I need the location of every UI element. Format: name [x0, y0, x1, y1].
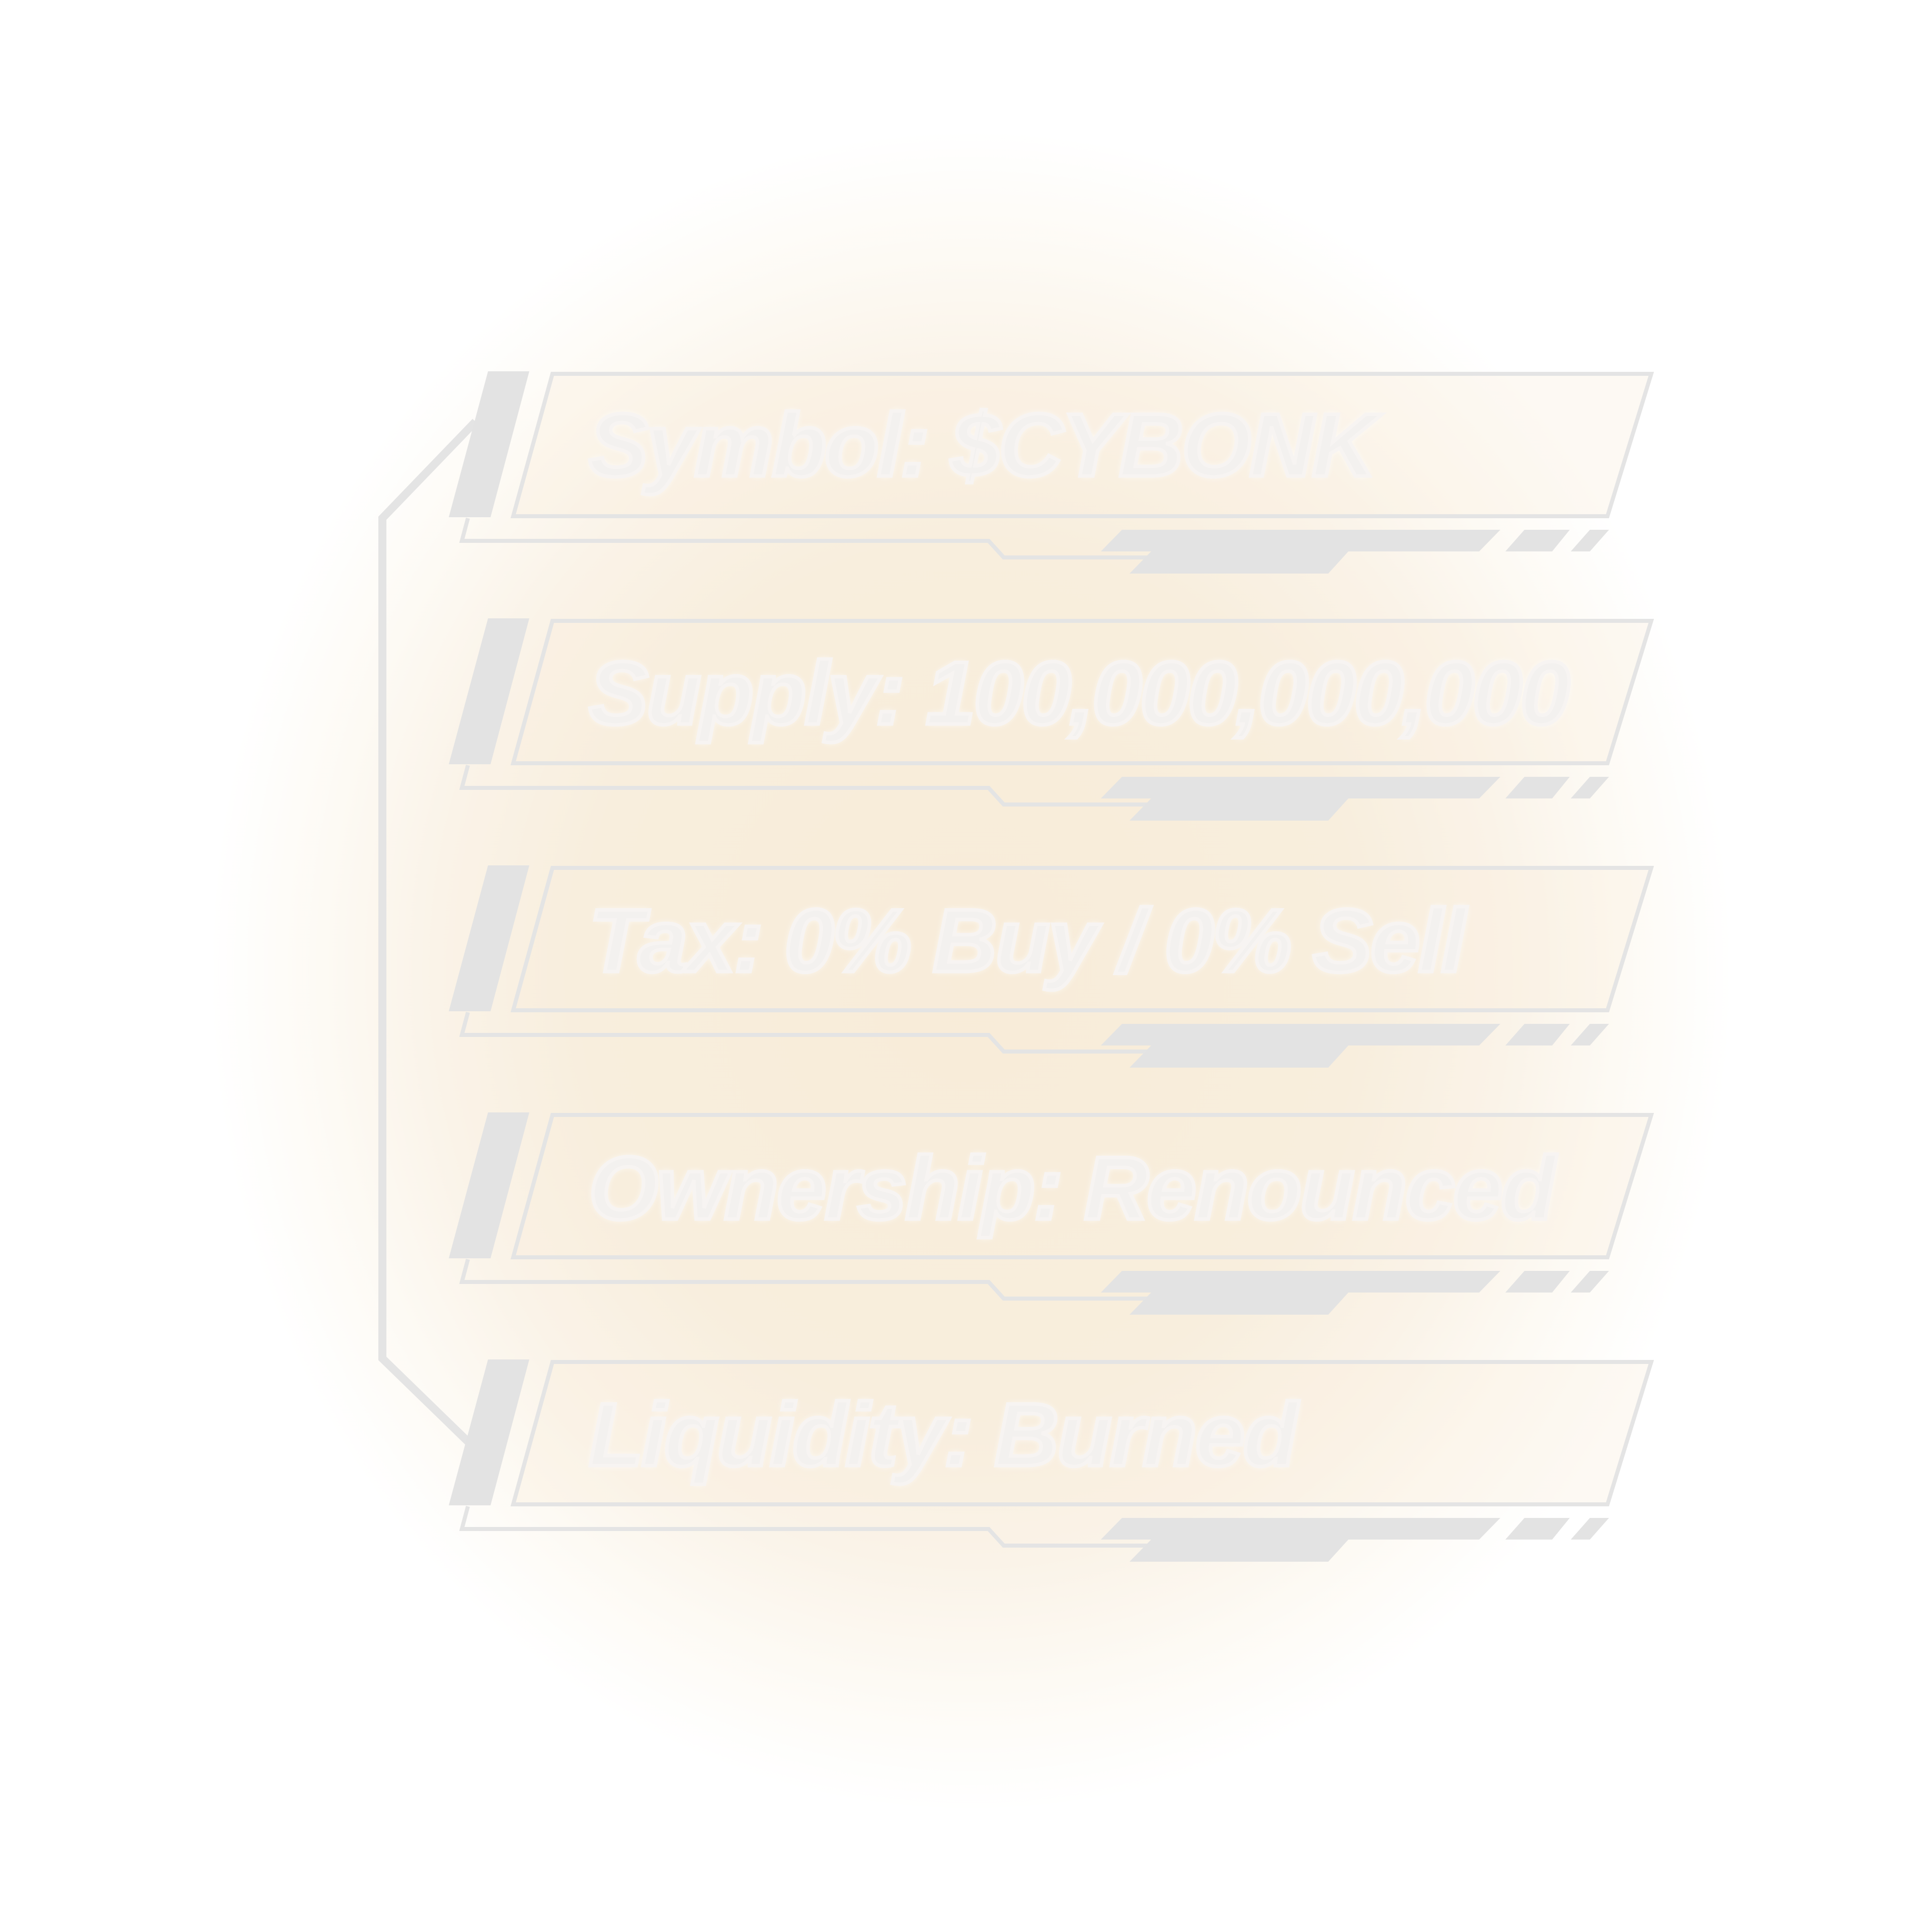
supply-label: Supply: 100,000,000,000 — [587, 641, 1571, 745]
supply-accent-bar — [449, 618, 529, 764]
supply-decor-tick — [1571, 777, 1609, 798]
symbol-underline — [459, 517, 1150, 559]
liquidity-decor-strip — [1101, 1518, 1500, 1562]
ownership-decor-block — [1505, 1271, 1570, 1293]
tax-decor-block — [1505, 1024, 1570, 1045]
liquidity-label: Liquidity: Burned — [587, 1383, 1299, 1487]
supply-underline — [459, 764, 1150, 807]
ownership-accent-bar — [449, 1112, 529, 1258]
symbol-accent-bar — [449, 371, 529, 517]
liquidity-accent-bar — [449, 1359, 529, 1505]
ownership-decor-strip — [1101, 1271, 1500, 1315]
liquidity-decor-tick — [1571, 1518, 1609, 1540]
bracket-line — [378, 419, 478, 1450]
symbol-label-box — [510, 372, 1654, 518]
liquidity-underline — [459, 1505, 1150, 1548]
supply-decor-strip — [1101, 777, 1500, 821]
tax-label-box — [510, 866, 1654, 1012]
supply-decor-block — [1505, 777, 1570, 798]
tax-decor-tick — [1571, 1024, 1609, 1045]
ownership-decor-tick — [1571, 1271, 1609, 1293]
ownership-underline — [459, 1258, 1150, 1301]
ownership-label: Ownership: Renounced — [587, 1137, 1558, 1240]
tax-underline — [459, 1011, 1150, 1054]
ownership-label-box — [510, 1113, 1654, 1259]
tax-decor-strip — [1101, 1024, 1500, 1068]
tax-label: Tax: 0% Buy / 0% Sell — [587, 889, 1468, 993]
supply-label-box — [510, 619, 1654, 765]
symbol-decor-tick — [1571, 530, 1609, 551]
symbol-decor-block — [1505, 530, 1570, 551]
liquidity-decor-block — [1505, 1518, 1570, 1540]
symbol-decor-strip — [1101, 530, 1500, 574]
symbol-label: Symbol: $CYBONK — [587, 393, 1379, 497]
tax-accent-bar — [449, 865, 529, 1011]
liquidity-label-box — [510, 1360, 1654, 1506]
